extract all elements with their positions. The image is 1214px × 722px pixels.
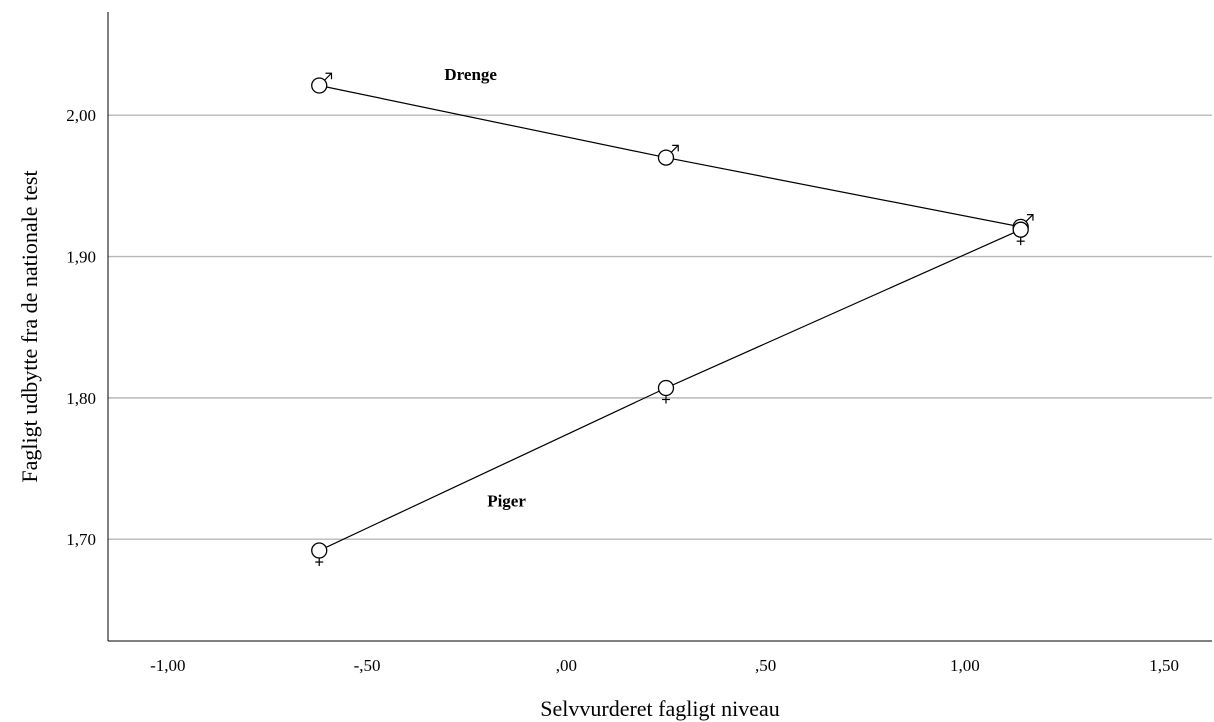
x-tick-label: -,50	[354, 656, 381, 675]
x-tick-label: 1,50	[1149, 656, 1179, 675]
data-point-drenge	[312, 73, 332, 93]
y-tick-label: 1,90	[66, 248, 96, 267]
x-tick-label: ,50	[755, 656, 776, 675]
data-point-drenge	[658, 145, 678, 165]
x-axis-ticks: -1,00 -,50 ,00 ,50 1,00 1,50	[150, 656, 1179, 675]
x-tick-label: -1,00	[150, 656, 185, 675]
x-tick-label: 1,00	[950, 656, 980, 675]
annotation-drenge: Drenge	[444, 65, 497, 84]
annotations: Drenge Piger	[444, 65, 526, 511]
plot-frame	[108, 12, 1212, 641]
y-tick-label: 1,70	[66, 530, 96, 549]
y-tick-label: 1,80	[66, 389, 96, 408]
annotation-piger: Piger	[487, 492, 526, 511]
y-axis-title: Fagligt udbytte fra de nationale test	[17, 170, 42, 482]
y-axis-ticks: 1,70 1,80 1,90 2,00	[66, 106, 96, 549]
x-tick-label: ,00	[556, 656, 577, 675]
series	[312, 73, 1033, 566]
data-point-piger	[1013, 222, 1028, 245]
y-tick-label: 2,00	[66, 106, 96, 125]
gridlines	[108, 115, 1212, 539]
x-axis-title: Selvvurderet fagligt niveau	[540, 696, 779, 721]
data-point-piger	[658, 380, 673, 403]
data-point-piger	[312, 543, 327, 566]
